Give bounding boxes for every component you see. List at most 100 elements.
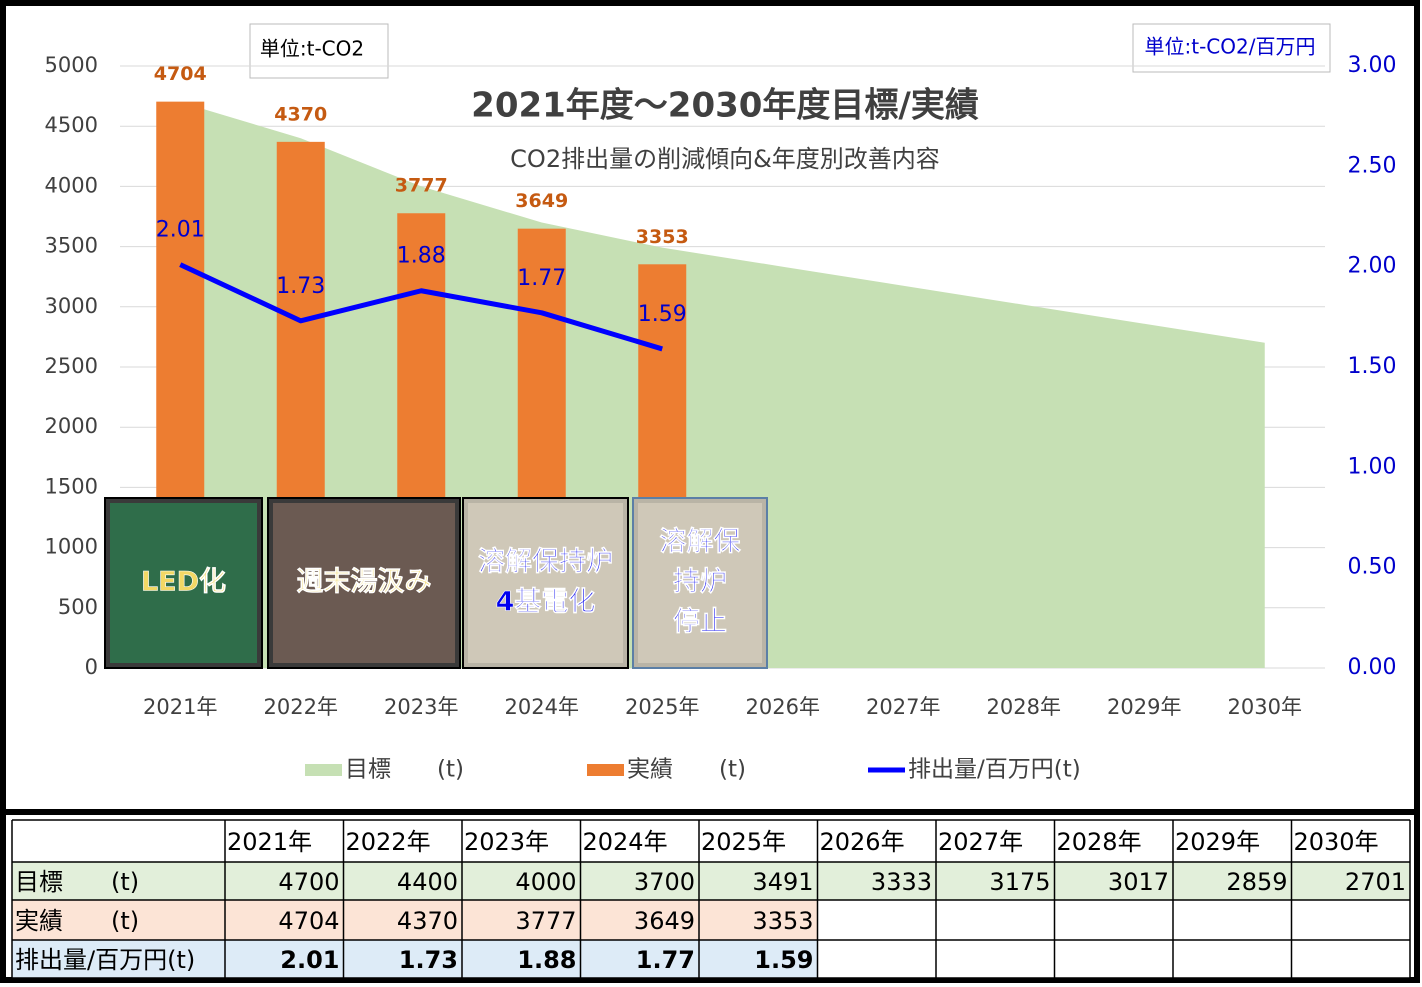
table-value: 3777 [515, 907, 576, 935]
table-cell [936, 940, 1055, 978]
y-tick-label: 4500 [45, 113, 98, 137]
x-tick-label: 2023年 [384, 695, 458, 719]
chart-subtitle: CO2排出量の削減傾向&年度別改善内容 [510, 145, 940, 173]
table-cell [1054, 862, 1173, 900]
y-tick-label: 2000 [45, 414, 98, 438]
y-tick-label: 3500 [45, 234, 98, 258]
bar-label: 3649 [515, 190, 568, 212]
line-label: 1.59 [638, 302, 687, 327]
bar-label: 4370 [274, 103, 327, 125]
intensity-line [179, 262, 663, 352]
unit-box [249, 23, 389, 79]
legend-swatch [305, 764, 342, 776]
table-cell [936, 900, 1055, 940]
table-value: 4370 [397, 907, 458, 935]
table-value: 1.73 [399, 946, 458, 974]
line-label: 1.73 [276, 274, 325, 299]
line-label: 2.01 [156, 218, 205, 243]
chart-title: 2021年度～2030年度目標/実績 [471, 86, 979, 126]
unit-left: 単位:t-CO2 [260, 37, 364, 61]
table-cell [580, 900, 699, 940]
photo-caption: 溶解保 [660, 526, 742, 558]
table-cell [343, 900, 462, 940]
table-cell [1173, 900, 1292, 940]
table-value: 2701 [1345, 868, 1406, 896]
photo-caption: 停止 [673, 606, 727, 638]
x-tick-label: 2026年 [746, 695, 820, 719]
table-cell [225, 940, 344, 978]
table-cell [225, 900, 344, 940]
y2-tick-label: 1.50 [1348, 354, 1397, 379]
table-cell [699, 940, 818, 978]
table-cell [1173, 862, 1292, 900]
photo-inner [273, 503, 455, 663]
table-value: 3175 [989, 868, 1050, 896]
line-label: 1.88 [397, 244, 446, 269]
table-row-label: 目標 (t) [15, 868, 139, 896]
table-cell [817, 940, 936, 978]
photo-inner [468, 503, 623, 663]
bar-label: 4704 [154, 63, 207, 85]
photo-caption: LED化 [141, 567, 226, 598]
table-header: 2026年 [820, 828, 905, 856]
table-cell [225, 862, 344, 900]
y-tick-label: 2500 [45, 354, 98, 378]
unit-right: 単位:t-CO2/百万円 [1145, 35, 1316, 59]
table-value: 1.59 [754, 946, 813, 974]
table-value: 3333 [871, 868, 932, 896]
y-tick-label: 5000 [45, 53, 98, 77]
x-tick-label: 2024年 [505, 695, 579, 719]
photo-caption: 週末湯汲み [297, 567, 432, 598]
table-cell [699, 900, 818, 940]
table-value: 1.77 [636, 946, 695, 974]
table-cell [817, 900, 936, 940]
x-tick-label: 2030年 [1228, 695, 1302, 719]
table-value: 3649 [634, 907, 695, 935]
table-value: 2859 [1226, 868, 1287, 896]
y-tick-label: 0 [85, 655, 98, 679]
table-value: 3353 [752, 907, 813, 935]
table-cell [12, 862, 225, 900]
y2-tick-label: 2.00 [1348, 254, 1397, 279]
plot: 0 500 1000 1500 2000 2500 3000 3500 4000 4500 5000… [45, 53, 1397, 783]
table-row-label: 実績 (t) [15, 907, 139, 935]
table-value: 3700 [634, 868, 695, 896]
table-cell [936, 862, 1055, 900]
table-value: 4700 [278, 868, 339, 896]
table-cell [580, 940, 699, 978]
table-header: 2025年 [701, 828, 786, 856]
photo-inner [638, 503, 762, 663]
y-tick-label: 1000 [45, 535, 98, 559]
x-tick-label: 2022年 [264, 695, 338, 719]
legend-swatch [587, 764, 624, 776]
table-cell [12, 900, 225, 940]
y-tick-label: 3000 [45, 294, 98, 318]
table-value: 4000 [515, 868, 576, 896]
table-value: 3491 [752, 868, 813, 896]
y-tick-label: 500 [58, 595, 98, 619]
table-cell [12, 940, 225, 978]
y2-tick-label: 3.00 [1348, 53, 1397, 78]
y-tick-label: 1500 [45, 474, 98, 498]
legend-label: 目標 (t) [345, 757, 464, 783]
bar-label: 3777 [395, 175, 448, 197]
table-cell [1173, 940, 1292, 978]
table-header: 2030年 [1294, 828, 1379, 856]
y-tick-label: 4000 [45, 173, 98, 197]
line-label: 1.77 [517, 266, 566, 291]
y2-tick-label: 0.50 [1348, 555, 1397, 580]
table-header: 2021年 [227, 828, 312, 856]
table-cell [1291, 862, 1410, 900]
table-value: 1.88 [517, 946, 576, 974]
table-value: 2.01 [280, 946, 339, 974]
x-tick-label: 2025年 [625, 695, 699, 719]
photo-caption: 4基電化 [496, 587, 596, 618]
x-tick-label: 2027年 [866, 695, 940, 719]
x-tick-label: 2021年 [143, 695, 217, 719]
photo-caption: 持炉 [673, 567, 727, 598]
table-header: 2028年 [1057, 828, 1142, 856]
table-header: 2024年 [583, 828, 668, 856]
table-cell [817, 862, 936, 900]
table-cell [343, 862, 462, 900]
